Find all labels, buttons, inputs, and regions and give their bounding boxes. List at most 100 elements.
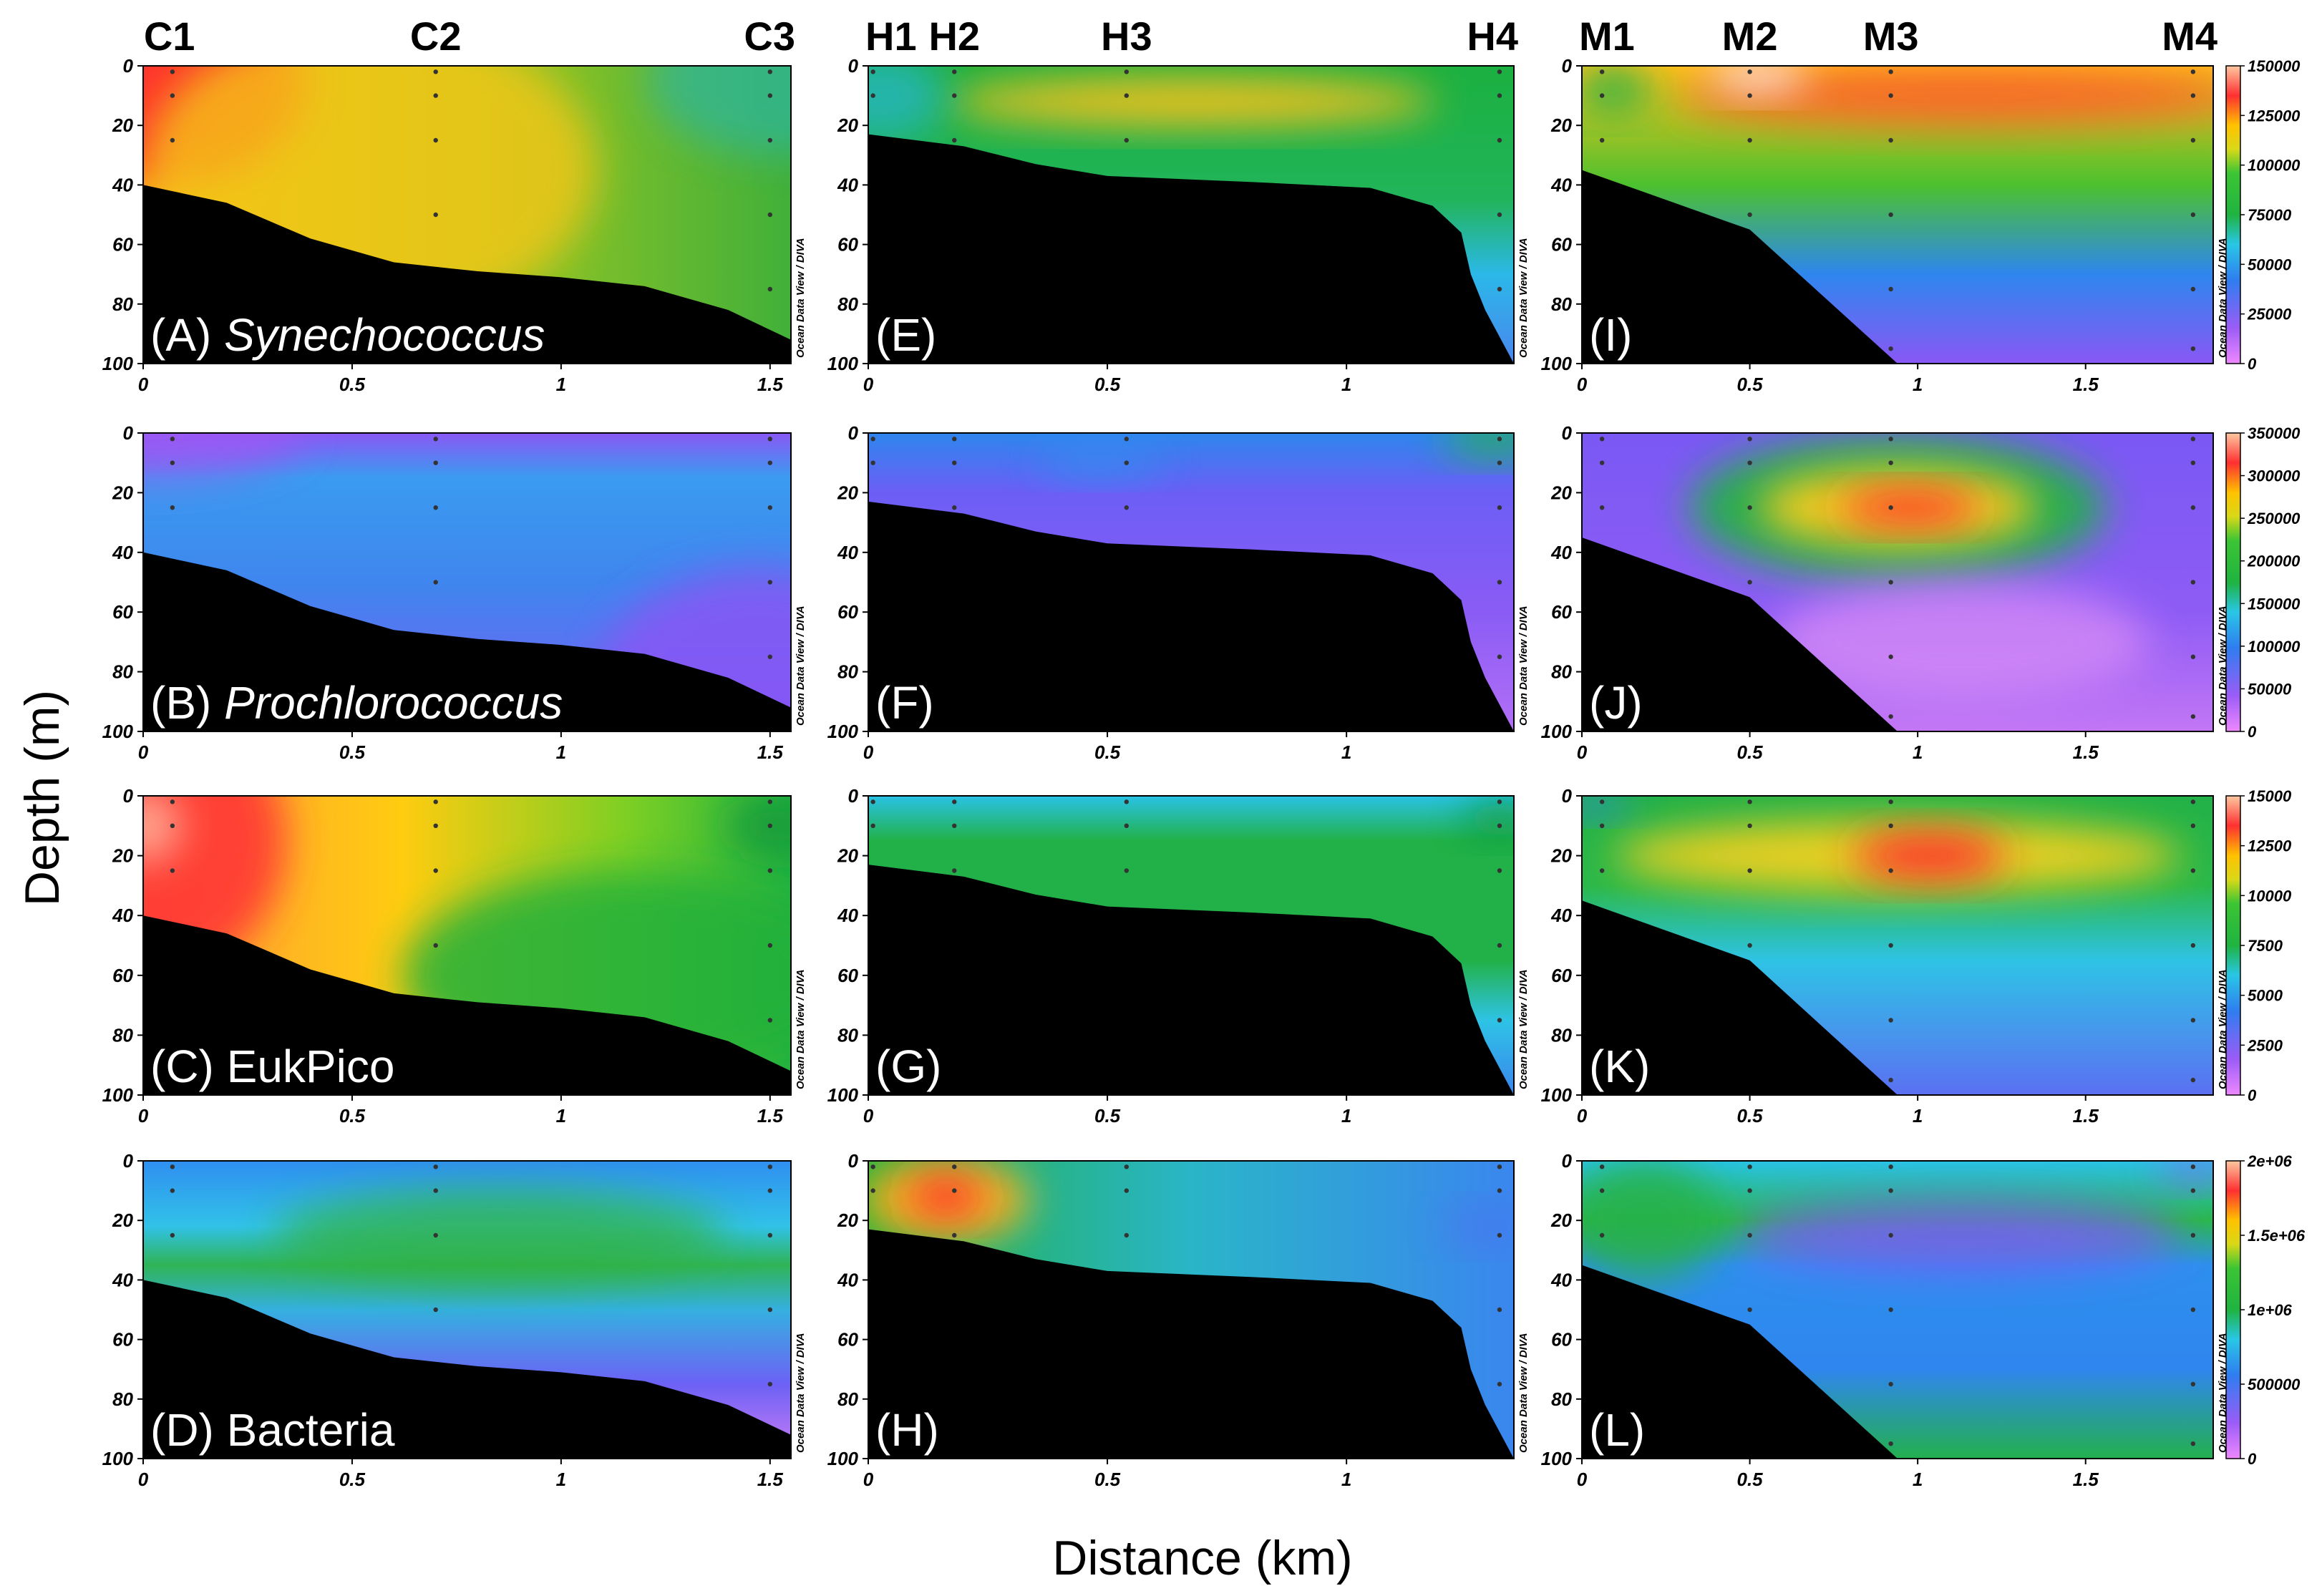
- sample-point: [767, 1018, 773, 1023]
- panel-letter: (L): [1589, 1404, 1645, 1456]
- sample-point: [1747, 137, 1752, 143]
- sample-point: [1124, 437, 1130, 442]
- panel-label: (F): [875, 677, 934, 729]
- seafloor: [1582, 1265, 2213, 1459]
- y-tick-label: 40: [1550, 174, 1572, 195]
- field-maximum: [1840, 490, 1980, 526]
- sample-point: [1888, 1188, 1893, 1193]
- sample-point: [1747, 823, 1752, 829]
- contour-field: [868, 1161, 1514, 1459]
- contour-field: [868, 66, 1514, 364]
- y-tick-label: 80: [837, 661, 858, 683]
- field-maximum: [1676, 66, 2213, 126]
- sample-point: [1747, 868, 1752, 873]
- x-tick-label: 0.5: [1736, 374, 1763, 395]
- sample-point: [1599, 1232, 1605, 1238]
- x-tick-label: 0.5: [339, 1469, 366, 1490]
- sample-point: [767, 212, 773, 218]
- y-tick-label: 80: [837, 293, 858, 315]
- panel-label: (E): [875, 309, 936, 361]
- panel-label: (C) EukPico: [150, 1041, 394, 1092]
- field-maximum: [1582, 796, 1633, 817]
- x-tick-label: 1: [1913, 1469, 1923, 1490]
- odv-watermark: Ocean Data View / DIVA: [1517, 969, 1530, 1089]
- sample-point: [1888, 137, 1893, 143]
- x-tick-label: 1: [556, 1105, 566, 1127]
- colorbar-tick-label: 7500: [2248, 937, 2283, 955]
- y-tick-label: 100: [102, 1084, 134, 1106]
- y-tick-label: 40: [112, 174, 133, 195]
- sample-point: [1599, 137, 1605, 143]
- sample-point: [2190, 580, 2196, 585]
- y-tick-label: 0: [1562, 785, 1573, 807]
- sample-point: [1747, 943, 1752, 948]
- field-maximum: [143, 796, 183, 862]
- y-tick-label: 0: [848, 1150, 859, 1172]
- field-maximum: [1036, 447, 1165, 478]
- x-tick-label: 0: [863, 1105, 874, 1127]
- sample-point: [433, 437, 438, 442]
- field-maximum: [1739, 1200, 2182, 1271]
- y-tick-label: 20: [112, 482, 133, 503]
- contour-field: [1582, 796, 2213, 1095]
- sample-point: [1747, 69, 1752, 74]
- colorbar-tick-label: 2500: [2247, 1036, 2283, 1054]
- panel-label: (B) Prochlorococcus: [150, 677, 563, 729]
- sample-point: [2190, 286, 2196, 292]
- sample-point: [433, 69, 438, 74]
- sample-point: [433, 1164, 438, 1169]
- sample-point: [2190, 346, 2196, 351]
- panel-letter: (J): [1589, 677, 1643, 729]
- x-tick-label: 1: [1341, 1105, 1351, 1127]
- sample-point: [952, 868, 957, 873]
- colorbar-tick-label: 0: [2248, 723, 2257, 741]
- panel-taxon: Synechococcus: [224, 309, 545, 361]
- sample-point: [952, 460, 957, 465]
- sample-point: [1124, 1164, 1130, 1169]
- sample-point: [1888, 1441, 1893, 1446]
- y-tick-label: 0: [848, 55, 859, 77]
- sample-point: [1124, 505, 1130, 510]
- sample-point: [1497, 868, 1502, 873]
- seafloor: [868, 134, 1514, 364]
- sample-point: [952, 505, 957, 510]
- odv-watermark: Ocean Data View / DIVA: [795, 969, 807, 1089]
- plot-frame: [1581, 795, 2214, 1096]
- plot-frame: [1581, 65, 2214, 364]
- x-tick-label: 0: [1577, 1105, 1588, 1127]
- y-tick-label: 0: [123, 1150, 134, 1172]
- x-tick-label: 0.5: [1094, 374, 1121, 395]
- sample-point: [1124, 69, 1130, 74]
- x-tick-label: 1: [556, 1469, 566, 1490]
- sample-point: [433, 823, 438, 829]
- y-tick-label: 20: [112, 115, 133, 136]
- y-tick-label: 100: [827, 721, 859, 742]
- plot-frame: [868, 432, 1515, 732]
- sample-point: [1124, 460, 1130, 465]
- colorbar-tick-label: 200000: [2247, 553, 2301, 570]
- panel-label: (K): [1589, 1041, 1650, 1092]
- y-tick-label: 100: [102, 721, 134, 742]
- colorbar-tick-label: 150000: [2248, 57, 2301, 75]
- sample-point: [767, 1307, 773, 1313]
- x-tick-label: 0: [138, 741, 149, 763]
- field-maximum: [726, 796, 791, 856]
- y-tick-label: 20: [837, 115, 858, 136]
- y-axis-title: Depth (m): [15, 690, 69, 906]
- sample-point: [870, 460, 875, 465]
- x-tick-label: 1.5: [757, 1105, 784, 1127]
- sample-point: [870, 799, 875, 804]
- sample-point: [1599, 1188, 1605, 1193]
- field-maximum: [1771, 582, 2150, 702]
- sample-point: [767, 286, 773, 292]
- colorbar: 0 2500 5000 7500 10000 12500 15000: [2225, 787, 2292, 1104]
- sample-point: [1497, 505, 1502, 510]
- panel-letter: (I): [1589, 309, 1632, 361]
- sample-point: [2190, 93, 2196, 98]
- x-tick-label: 1.5: [757, 741, 784, 763]
- sample-point: [1497, 580, 1502, 585]
